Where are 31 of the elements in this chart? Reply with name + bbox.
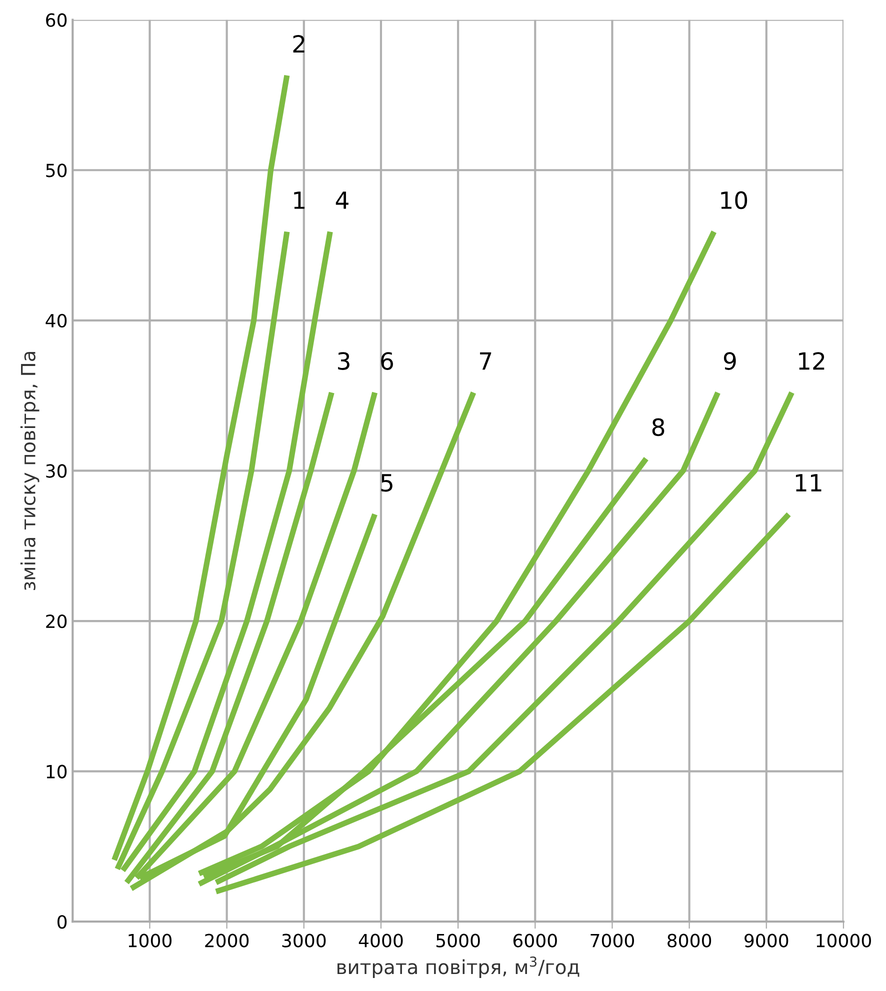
y-tick-label: 20	[46, 614, 67, 628]
x-tick-label: 10000	[816, 934, 871, 948]
x-tick-label: 3000	[282, 934, 326, 948]
x-tick-label: 7000	[590, 934, 634, 948]
series-label: 10	[721, 191, 748, 210]
series-label: 12	[799, 352, 824, 370]
x-tick-label: 1000	[128, 934, 172, 948]
y-tick-label: 40	[46, 314, 67, 328]
x-tick-label: 8000	[668, 934, 712, 948]
series-label: 8	[652, 418, 664, 436]
series-label: 1	[294, 192, 304, 209]
x-tick-label: 9000	[744, 934, 788, 948]
y-tick-label: 10	[46, 764, 67, 778]
y-tick-label: 50	[46, 164, 67, 178]
x-tick-label: 6000	[513, 934, 557, 948]
series-label: 7	[480, 352, 492, 370]
y-axis-title: зміна тиску повітря, Па	[20, 352, 40, 590]
x-tick-label: 5000	[436, 934, 480, 948]
x-tick-label: 2000	[205, 934, 249, 948]
series-label: 3	[338, 352, 350, 370]
series-label: 2	[293, 34, 304, 52]
y-tick-label: 0	[57, 915, 67, 929]
series-label: 6	[381, 352, 393, 370]
series-label: 5	[381, 474, 392, 492]
series-label: 4	[336, 192, 348, 209]
x-tick-label: 4000	[358, 934, 403, 948]
x-axis-title: витрата повітря, м$^{3}$/год	[338, 956, 580, 978]
y-tick-label: 30	[46, 464, 67, 478]
series-label: 11	[796, 474, 822, 492]
series-label: 9	[724, 352, 736, 370]
y-tick-label: 60	[46, 13, 67, 27]
